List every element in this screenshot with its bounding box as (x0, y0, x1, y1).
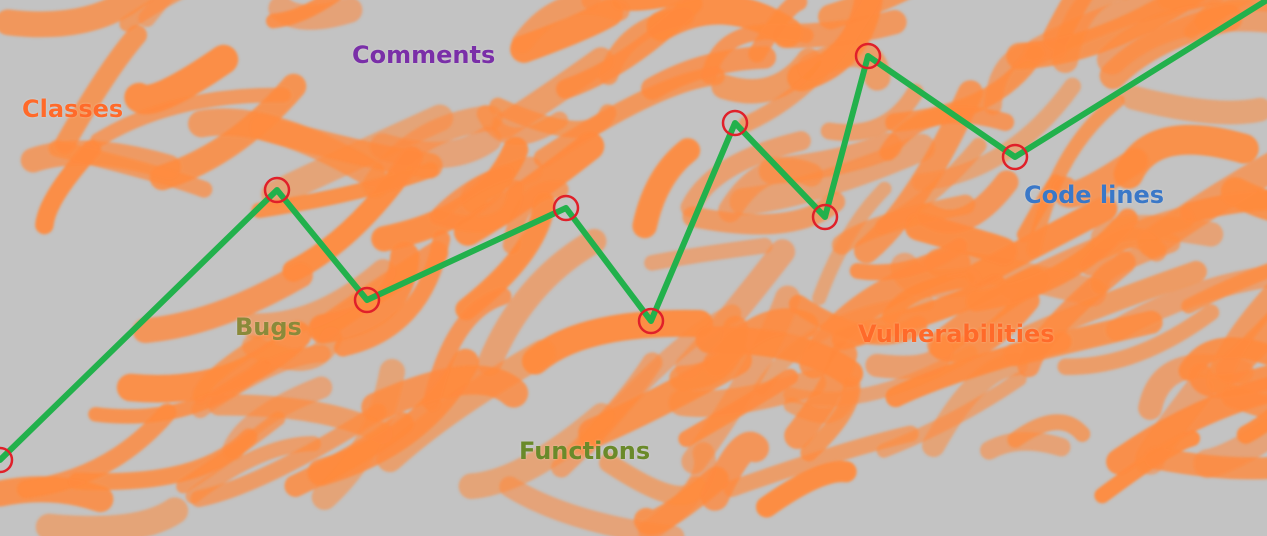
scribble-stroke (511, 0, 630, 53)
scribble-stroke (849, 238, 968, 281)
scribble-stroke (818, 0, 908, 30)
scribble-stroke (334, 230, 451, 357)
label-classes: Classes (22, 95, 124, 123)
scribble-stroke (1236, 409, 1267, 444)
scribble-stroke (711, 48, 821, 104)
scribble-stroke (116, 321, 312, 403)
scribble-stroke (35, 139, 102, 235)
scribble-stroke (185, 436, 321, 504)
scribble-stroke (311, 358, 405, 510)
scribble-stroke (1105, 265, 1267, 341)
scribble-stroke (800, 376, 861, 462)
scribble-stroke (718, 157, 823, 223)
scribble-stroke (723, 425, 919, 497)
scribble-stroke (429, 180, 524, 233)
scribble-stroke (362, 105, 503, 198)
scribble-stroke (422, 287, 512, 412)
scribble-stroke (1026, 93, 1125, 258)
scribble-stroke (695, 326, 864, 387)
scribble-stroke (376, 339, 556, 473)
scribble-stroke (680, 131, 811, 218)
scribble-stroke (885, 44, 1045, 132)
scribble-stroke (797, 40, 891, 91)
scribble-stroke (489, 97, 617, 138)
label-functions: Functions (519, 437, 651, 465)
scribble-stroke (1178, 337, 1267, 381)
scribble-stroke (831, 194, 976, 255)
vertex-circle-marker (721, 109, 749, 137)
label-comments: Comments (352, 41, 496, 69)
scribble-stroke (190, 403, 387, 507)
scribble-stroke (1144, 447, 1267, 480)
scribble-stroke (632, 138, 701, 239)
scribble-stroke (1113, 124, 1259, 189)
scribble-stroke (882, 271, 975, 325)
vertex-circle-marker (637, 307, 665, 335)
scribble-stroke (611, 0, 696, 11)
scribble-stroke (700, 431, 770, 511)
scribble-stroke (1007, 414, 1091, 448)
scribble-stroke (138, 0, 173, 28)
vertex-circle-marker (353, 286, 381, 314)
scribble-stroke (477, 228, 607, 376)
scribble-stroke (1057, 304, 1220, 375)
scribble-stroke (124, 44, 239, 115)
green-line (0, 0, 1267, 463)
scribble-stroke (1121, 85, 1267, 125)
vertex-circle-marker (811, 203, 839, 231)
circle-markers (0, 42, 1029, 474)
scribble-stroke (966, 196, 1118, 288)
scribble-stroke (644, 237, 773, 271)
scribble-stroke (598, 6, 694, 85)
scribble-stroke (1079, 227, 1167, 276)
scribble-stroke (729, 133, 936, 216)
scribble-stroke (820, 83, 924, 142)
scribble-stroke (176, 411, 286, 494)
label-code-lines: Code lines (1024, 181, 1165, 209)
scribble-stroke (251, 162, 439, 219)
scribble-stroke (1193, 417, 1267, 478)
vertex-circle-marker (854, 42, 882, 70)
scribble-stroke (0, 0, 152, 38)
scribble-stroke (927, 267, 1050, 359)
scribble-stroke (755, 460, 857, 518)
scribble-stroke (308, 241, 420, 344)
label-bugs: Bugs (235, 313, 302, 341)
scribble-stroke (1221, 384, 1267, 420)
scribble-stroke (54, 24, 148, 154)
vertex-circle-marker (552, 194, 580, 222)
vertex-circle-marker (263, 176, 291, 204)
scribble-stroke (268, 0, 363, 30)
scribble-stroke (1043, 0, 1092, 51)
scribble-stroke (90, 87, 291, 148)
vertex-circle-marker (1001, 143, 1029, 171)
scribble-stroke (980, 432, 1071, 460)
scribble-stroke (458, 403, 615, 500)
scribble-stroke (35, 497, 189, 536)
scribble-stroke (240, 259, 396, 339)
scribble-stroke (132, 263, 313, 343)
scribble-stroke (16, 403, 177, 499)
scribble-stroke (1094, 430, 1201, 504)
scribble-stroke (1016, 174, 1063, 242)
scribble-stroke (1024, 0, 1223, 65)
scribble-stroke (788, 294, 928, 345)
scribble-stroke (599, 453, 706, 506)
scribble-stroke (371, 136, 529, 252)
scribble-stroke (681, 285, 801, 474)
scribble-stroke (1099, 4, 1243, 90)
label-vulnerabilities: Vulnerabilities (858, 320, 1055, 348)
scribble-stroke (885, 331, 1072, 408)
scribble-stroke (1137, 152, 1267, 258)
vertex-circle-marker (0, 446, 14, 474)
scribble-stroke (188, 108, 386, 188)
scribble-stroke (191, 345, 331, 418)
scribble-stroke (876, 371, 1027, 458)
